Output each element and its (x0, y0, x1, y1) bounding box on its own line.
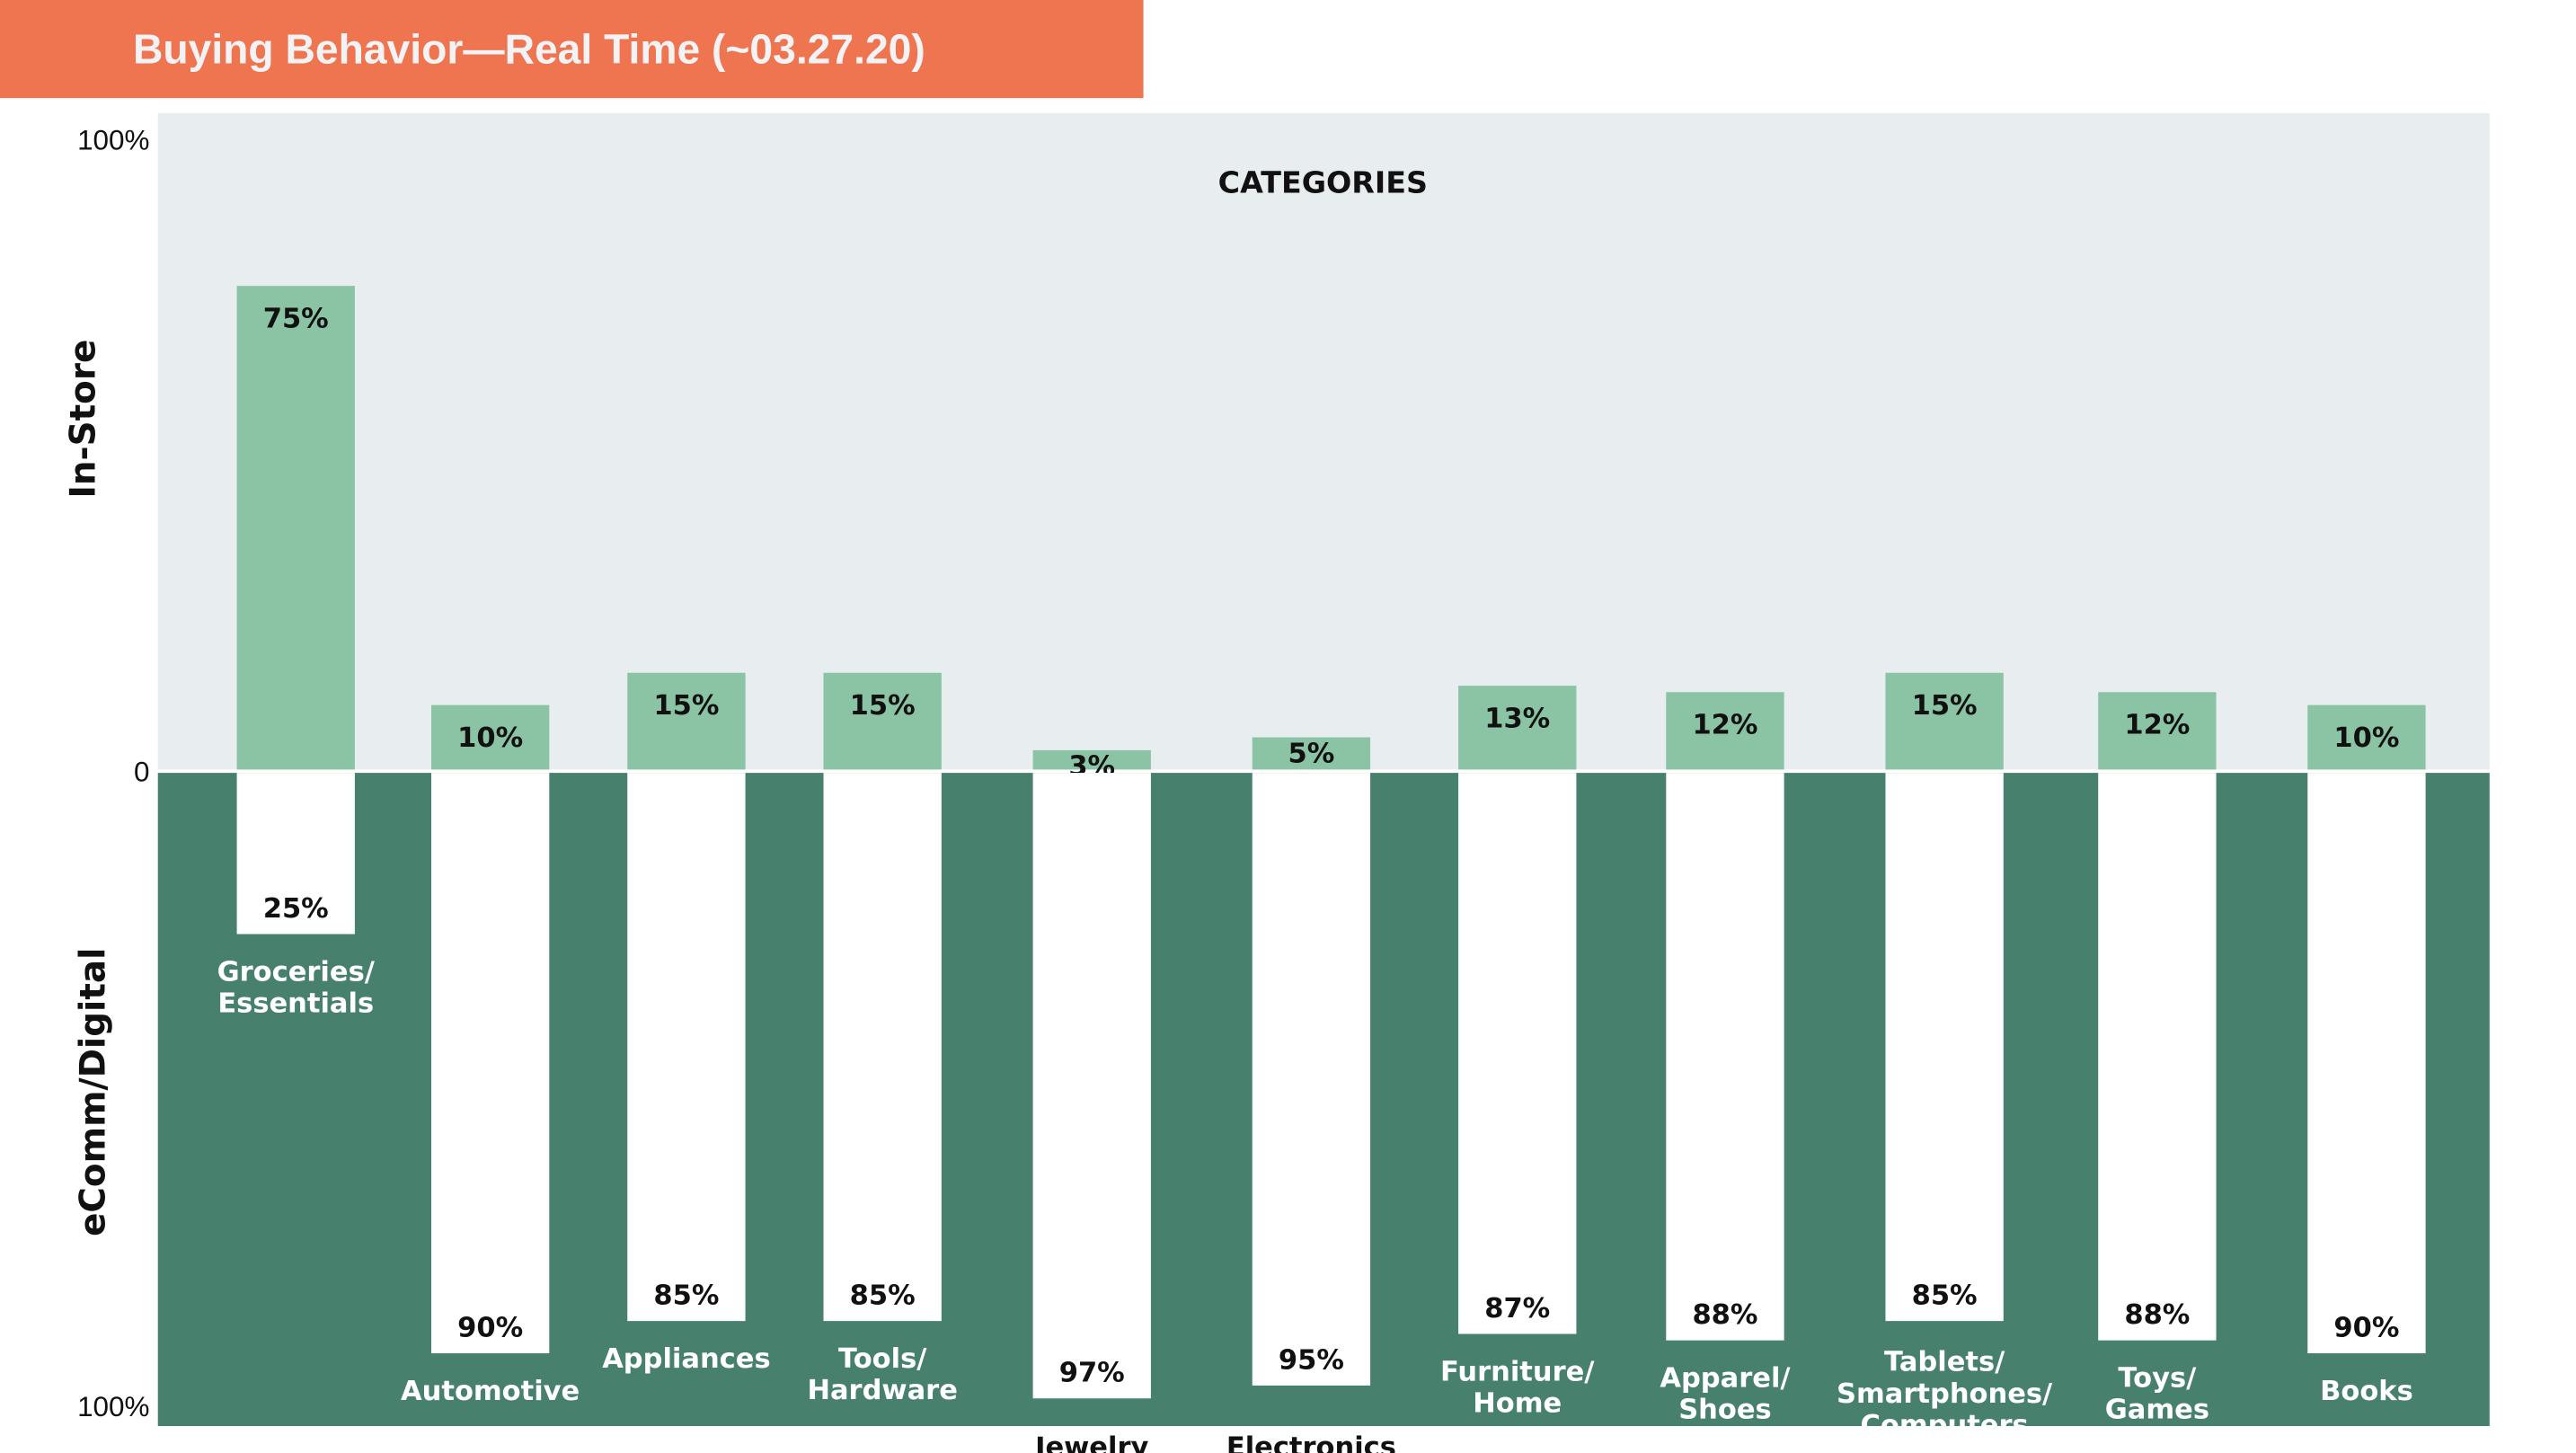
bar-ecomm (823, 773, 942, 1322)
category-label-line: Appliances (602, 1343, 770, 1375)
category-label-line: Toys/ (2118, 1362, 2197, 1394)
y-tick-bottom: 100% (77, 1391, 149, 1422)
value-label-in-store: 12% (1692, 710, 1757, 741)
value-label-ecomm: 90% (2333, 1313, 2399, 1344)
category-label: Tablets/Smartphones/Computers (1837, 1347, 2053, 1441)
bar-ecomm (1032, 773, 1151, 1399)
category-label: Tools/Hardware (807, 1343, 957, 1406)
value-label-in-store: 10% (2333, 722, 2399, 754)
bar-in-store (1666, 692, 1784, 770)
value-label-ecomm: 25% (263, 893, 329, 925)
category-label-line: Apparel/ (1660, 1362, 1791, 1394)
category-label-line: Tablets/ (1884, 1347, 2005, 1378)
y-tick-zero: 0 (134, 756, 149, 787)
bar-ecomm (2098, 773, 2217, 1341)
bar-in-store (1252, 737, 1371, 770)
bar-in-store (2307, 704, 2426, 770)
category-label-line: Automotive (401, 1376, 580, 1407)
value-label-in-store: 15% (1912, 690, 1978, 722)
bar-ecomm (2307, 773, 2426, 1354)
value-label-in-store: 12% (2124, 710, 2190, 741)
category-label-line: Hardware (807, 1375, 957, 1406)
category-label-line: Books (2320, 1376, 2413, 1407)
y-axis-title-ecomm: eComm/Digital (74, 948, 114, 1236)
bar-ecomm (1252, 773, 1371, 1386)
category-label: Appliances (602, 1343, 770, 1375)
chart-title: Buying Behavior—Real Time (~03.27.20) (133, 25, 925, 72)
category-label: Furniture/Home (1440, 1356, 1595, 1419)
value-label-ecomm: 87% (1484, 1293, 1550, 1325)
category-label: Books (2320, 1376, 2413, 1407)
bar-in-store (236, 286, 355, 770)
value-label-in-store: 13% (1484, 703, 1550, 734)
value-label-ecomm: 95% (1279, 1344, 1344, 1376)
value-label-in-store: 75% (263, 303, 329, 334)
category-label-line: Groceries/ (217, 956, 376, 988)
category-label-line: Home (1473, 1387, 1562, 1419)
bar-ecomm (1666, 773, 1784, 1341)
value-label-ecomm: 90% (457, 1313, 523, 1344)
y-axis-title-in-store: In-Store (63, 340, 103, 499)
category-label: Groceries/Essentials (217, 956, 376, 1019)
bar-ecomm (1885, 773, 2004, 1322)
value-label-ecomm: 88% (1692, 1299, 1757, 1331)
bar-ecomm (627, 773, 746, 1322)
category-label-line: Essentials (217, 988, 374, 1019)
value-label-in-store: 10% (457, 722, 523, 754)
value-label-in-store: 5% (1288, 738, 1334, 769)
category-label-line: Furniture/ (1440, 1356, 1595, 1387)
bar-in-store (2098, 692, 2217, 770)
bar-in-store (1032, 749, 1151, 770)
value-label-in-store: 15% (850, 690, 916, 722)
bar-in-store (1458, 686, 1577, 770)
category-label-line: Jewelry (1033, 1431, 1148, 1453)
value-label-ecomm: 85% (653, 1280, 719, 1312)
category-label: Toys/Games (2105, 1362, 2209, 1425)
value-label-ecomm: 88% (2124, 1299, 2190, 1331)
value-label-ecomm: 97% (1059, 1358, 1125, 1389)
bar-in-store (1885, 672, 2004, 770)
category-label-line: Tools/ (838, 1343, 927, 1375)
value-label-ecomm: 85% (1912, 1280, 1978, 1312)
category-label: Electronics (1226, 1431, 1396, 1453)
value-label-in-store: 15% (653, 690, 719, 722)
category-label-line: Computers (1861, 1410, 2029, 1441)
in-store-panel (157, 112, 2490, 770)
bar-in-store (430, 704, 550, 770)
chart-subtitle: CATEGORIES (1218, 165, 1428, 200)
title-banner (0, 0, 1144, 99)
category-label: Apparel/Shoes (1660, 1362, 1791, 1425)
category-label-line: Electronics (1226, 1431, 1396, 1453)
y-tick-top: 100% (77, 124, 149, 155)
bar-ecomm (236, 773, 355, 935)
category-label-line: Games (2105, 1395, 2209, 1426)
bar-in-store (627, 672, 746, 770)
value-label-ecomm: 85% (850, 1280, 916, 1312)
bar-ecomm (430, 773, 550, 1354)
category-label: Jewelry (1033, 1431, 1148, 1453)
category-label-line: Smartphones/ (1837, 1378, 2053, 1410)
category-label-line: Shoes (1678, 1395, 1771, 1426)
bar-ecomm (1458, 773, 1577, 1334)
bar-in-store (823, 672, 942, 770)
category-label: Automotive (401, 1376, 580, 1407)
